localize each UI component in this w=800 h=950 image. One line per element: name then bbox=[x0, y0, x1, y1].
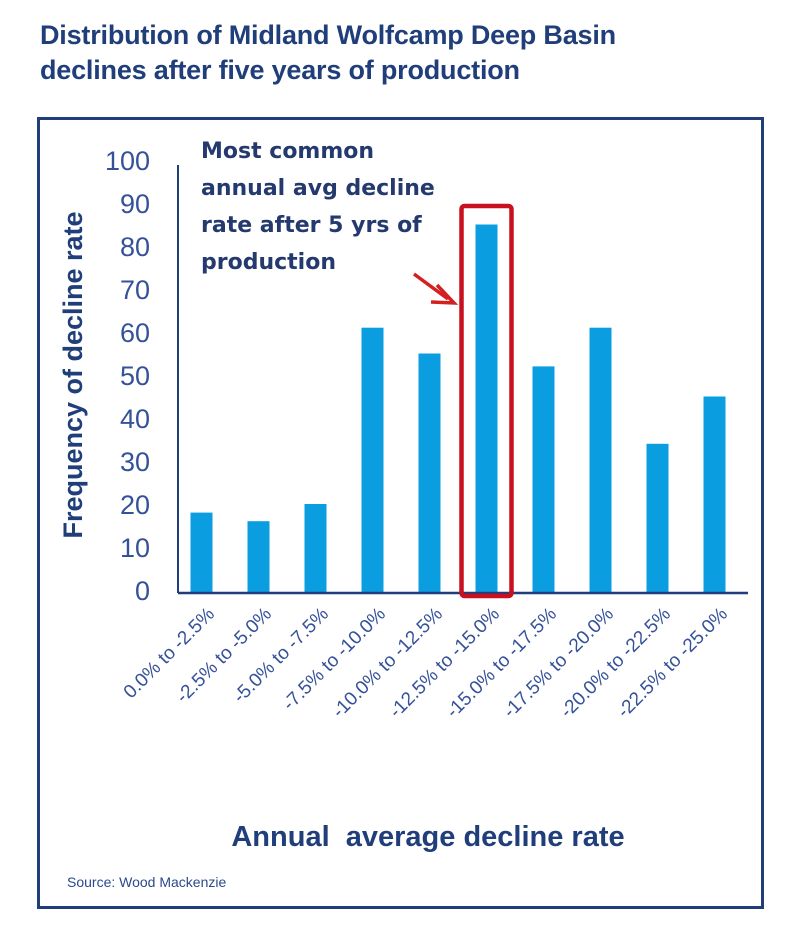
y-tick-label: 70 bbox=[120, 275, 150, 305]
source-note: Source: Wood Mackenzie bbox=[67, 874, 226, 890]
arrow-head bbox=[430, 283, 459, 305]
chart-title-line-1: Distribution of Midland Wolfcamp Deep Ba… bbox=[40, 20, 616, 50]
annotation-line: Most common bbox=[201, 139, 374, 164]
chart-frame bbox=[37, 117, 764, 909]
y-tick-label: 30 bbox=[120, 447, 150, 477]
x-axis-label: Annual average decline rate bbox=[231, 821, 624, 853]
bar bbox=[190, 512, 213, 592]
annotation-line: annual avg decline bbox=[201, 176, 435, 201]
bar bbox=[418, 353, 441, 592]
bar bbox=[703, 396, 726, 592]
y-tick-label: 90 bbox=[120, 189, 150, 219]
annotation-line: production bbox=[201, 250, 336, 275]
y-tick-label: 20 bbox=[120, 490, 150, 520]
bar bbox=[304, 504, 327, 592]
chart-title: Distribution of Midland Wolfcamp Deep Ba… bbox=[40, 18, 780, 88]
x-tick-label: -22.5% to -25.0% bbox=[613, 604, 732, 723]
bar bbox=[532, 366, 555, 592]
y-axis-label-group: Frequency of decline rate bbox=[58, 211, 88, 538]
annotation: Most common annual avg decline rate after … bbox=[201, 139, 435, 275]
y-tick-label: 50 bbox=[120, 361, 150, 391]
x-axis-ticks: 0.0% to -2.5%-2.5% to -5.0%-5.0% to -7.5… bbox=[120, 604, 732, 723]
annotation-arrow-icon bbox=[412, 272, 459, 305]
bar bbox=[646, 443, 669, 592]
bars bbox=[190, 224, 726, 592]
bar bbox=[589, 327, 612, 592]
bar bbox=[247, 521, 270, 592]
highlight-box bbox=[459, 203, 514, 599]
y-axis-label: Frequency of decline rate bbox=[58, 211, 88, 538]
y-tick-label: 40 bbox=[120, 404, 150, 434]
y-tick-label: 0 bbox=[135, 576, 150, 606]
y-tick-label: 60 bbox=[120, 318, 150, 348]
bar bbox=[475, 224, 498, 592]
x-tick-label: -7.5% to -10.0% bbox=[279, 604, 390, 715]
y-tick-label: 10 bbox=[120, 533, 150, 563]
annotation-line: rate after 5 yrs of bbox=[201, 213, 422, 238]
chart-title-line-2: declines after five years of production bbox=[40, 55, 520, 85]
bar bbox=[361, 327, 384, 592]
y-axis-ticks: 0 10 20 30 40 50 60 70 80 90 100 bbox=[105, 146, 150, 606]
y-tick-label: 80 bbox=[120, 232, 150, 262]
y-tick-label: 100 bbox=[105, 146, 150, 176]
arrow-shaft bbox=[412, 272, 450, 301]
